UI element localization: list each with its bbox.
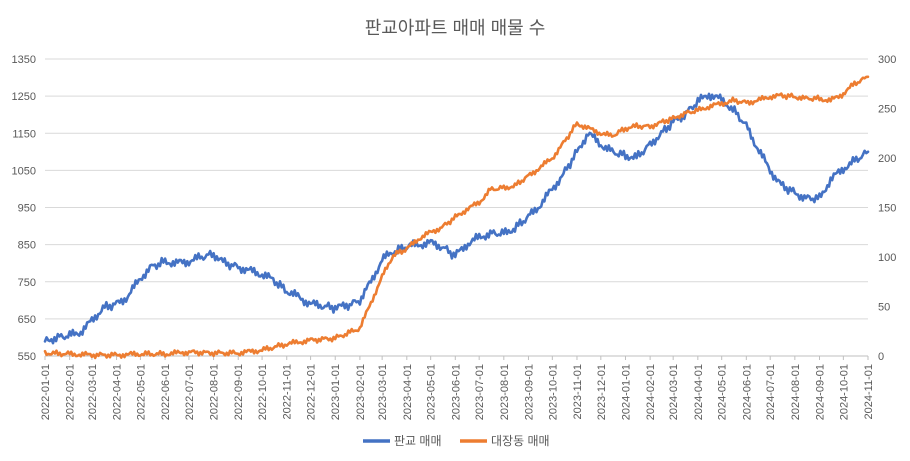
series-lines xyxy=(43,75,870,360)
x-tick-label: 2022-06-01 xyxy=(160,364,172,420)
x-tick-label: 2023-04-01 xyxy=(402,364,414,420)
x-tick-label: 2024-08-01 xyxy=(790,364,802,420)
y-axis-left: 550 650 750 850 950 1050 1150 1250 1350 xyxy=(12,54,36,363)
x-tick-label: 2024-06-01 xyxy=(741,364,753,420)
x-tick-label: 2024-07-01 xyxy=(765,364,777,420)
y-right-tick-label: 150 xyxy=(878,203,896,215)
y-right-tick-label: 50 xyxy=(878,302,890,314)
y-right-tick-label: 100 xyxy=(878,252,896,264)
x-tick-label: 2024-05-01 xyxy=(717,364,729,420)
x-tick-label: 2022-10-01 xyxy=(257,364,269,420)
x-tick-label: 2022-05-01 xyxy=(135,364,147,420)
series-line-1 xyxy=(43,92,870,345)
x-tick-label: 2024-11-01 xyxy=(863,364,875,419)
x-tick-label: 2023-07-01 xyxy=(474,364,486,420)
x-tick-label: 2024-10-01 xyxy=(838,364,850,420)
legend-label-series-1: 판교 매매 xyxy=(394,434,442,448)
y-right-tick-label: 0 xyxy=(878,351,884,363)
x-tick-label: 2022-12-01 xyxy=(306,364,318,420)
x-tick-label: 2024-01-01 xyxy=(620,364,632,420)
x-tick-label: 2023-11-01 xyxy=(572,364,584,419)
y-left-tick-label: 1350 xyxy=(12,54,36,66)
x-tick-label: 2022-04-01 xyxy=(112,364,124,420)
chart-legend: 판교 매매 대장동 매매 xyxy=(363,434,550,448)
x-tick-label: 2023-08-01 xyxy=(499,364,511,420)
legend-label-series-2: 대장동 매매 xyxy=(491,434,550,448)
x-tick-label: 2023-12-01 xyxy=(596,364,608,420)
x-tick-label: 2022-07-01 xyxy=(184,364,196,420)
y-axis-right: 0 50 100 150 200 250 300 xyxy=(878,54,896,363)
x-tick-label: 2023-01-01 xyxy=(330,364,342,420)
x-tick-label: 2022-08-01 xyxy=(209,364,221,420)
x-tick-label: 2023-06-01 xyxy=(450,364,462,420)
x-tick-label: 2023-02-01 xyxy=(355,364,367,420)
y-left-tick-label: 550 xyxy=(18,351,36,363)
x-tick-label: 2022-02-01 xyxy=(65,364,77,420)
x-tick-label: 2022-01-01 xyxy=(40,364,52,420)
x-tick-label: 2024-09-01 xyxy=(814,364,826,420)
x-tick-label: 2022-03-01 xyxy=(87,364,99,420)
x-tick-label: 2022-11-01 xyxy=(282,364,294,419)
gridlines xyxy=(45,58,868,357)
y-right-tick-label: 300 xyxy=(878,54,896,66)
x-axis: 2022-01-01 2022-02-01 2022-03-01 2022-04-01… xyxy=(40,355,875,420)
y-right-tick-label: 250 xyxy=(878,104,896,116)
x-tick-label: 2023-05-01 xyxy=(426,364,438,420)
x-tick-label: 2024-02-01 xyxy=(645,364,657,420)
x-tick-label: 2023-10-01 xyxy=(547,364,559,420)
y-left-tick-label: 750 xyxy=(18,277,36,289)
x-tick-label: 2024-03-01 xyxy=(668,364,680,420)
x-tick-label: 2023-03-01 xyxy=(377,364,389,420)
y-left-tick-label: 1250 xyxy=(12,91,36,103)
y-right-tick-label: 200 xyxy=(878,153,896,165)
y-left-tick-label: 1050 xyxy=(12,165,36,177)
y-left-tick-label: 650 xyxy=(18,314,36,326)
y-left-tick-label: 850 xyxy=(18,240,36,252)
x-tick-label: 2024-04-01 xyxy=(693,364,705,420)
series-line-2 xyxy=(43,75,870,360)
x-tick-label: 2023-09-01 xyxy=(523,364,535,420)
y-left-tick-label: 1150 xyxy=(12,128,36,140)
x-tick-label: 2022-09-01 xyxy=(233,364,245,420)
chart-title: 판교아파트 매매 매물 수 xyxy=(365,18,546,38)
y-left-tick-label: 950 xyxy=(18,203,36,215)
